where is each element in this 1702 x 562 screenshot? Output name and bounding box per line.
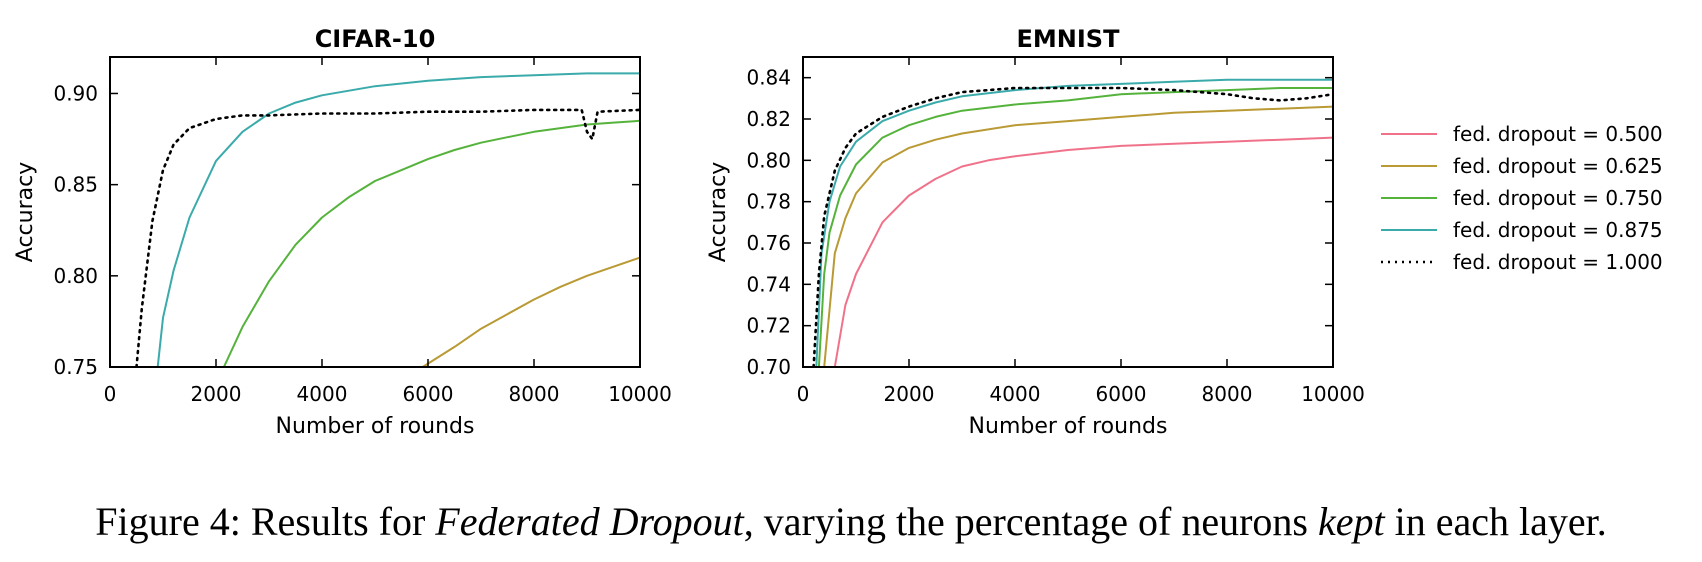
emnist-ytick-label: 0.78 <box>746 190 791 214</box>
cifar10-xtick-label: 4000 <box>297 382 348 406</box>
caption-suffix: in each layer. <box>1384 499 1607 544</box>
emnist-xlabel: Number of rounds <box>969 414 1168 439</box>
caption-prefix: Figure 4: Results for <box>95 499 436 544</box>
cifar10-ytick-label: 0.75 <box>53 355 98 379</box>
cifar10-xtick-label: 6000 <box>403 382 454 406</box>
legend-label: fed. dropout = 0.875 <box>1453 218 1663 242</box>
cifar10-xtick-label: 0 <box>104 382 117 406</box>
cifar10-ytick-label: 0.90 <box>53 81 98 105</box>
emnist-series-0500 <box>833 136 1333 367</box>
cifar10-xtick-label: 8000 <box>509 382 560 406</box>
legend-label: fed. dropout = 0.500 <box>1453 122 1663 146</box>
emnist-xtick-label: 0 <box>797 382 810 406</box>
emnist-xtick-label: 2000 <box>884 382 935 406</box>
emnist-series-1000 <box>812 86 1333 367</box>
emnist-ytick-label: 0.84 <box>746 66 791 90</box>
emnist-chart: 0 2000 4000 6000 8000 10000 0.70 0.72 0.74 0.76 0.… <box>706 25 1365 439</box>
emnist-xtick-label: 4000 <box>990 382 1041 406</box>
cifar10-series-0750 <box>222 119 640 367</box>
cifar10-ylabel: Accuracy <box>13 162 38 262</box>
emnist-ytick-label: 0.70 <box>746 355 791 379</box>
emnist-xtick-label: 6000 <box>1096 382 1147 406</box>
emnist-series-0750 <box>817 87 1333 367</box>
emnist-xtick-label: 10000 <box>1301 382 1365 406</box>
emnist-ytick-label: 0.76 <box>746 231 791 255</box>
cifar10-series-0625 <box>421 256 640 367</box>
figure-caption: Figure 4: Results for Federated Dropout,… <box>0 498 1702 545</box>
emnist-series-0875 <box>815 78 1333 367</box>
figure-panels: 0 2000 4000 6000 8000 10000 0.75 0.80 0.85 0.90 C… <box>13 25 1663 439</box>
cifar10-xlabel: Number of rounds <box>276 414 475 439</box>
cifar10-ytick-label: 0.80 <box>53 264 98 288</box>
emnist-series-0625 <box>823 105 1333 367</box>
cifar10-lines <box>135 72 640 367</box>
emnist-frame <box>802 56 1334 368</box>
emnist-xtick-label: 8000 <box>1202 382 1253 406</box>
emnist-ytick-label: 0.72 <box>746 314 791 338</box>
cifar10-xtick-label: 2000 <box>191 382 242 406</box>
emnist-ytick-label: 0.82 <box>746 107 791 131</box>
legend-label: fed. dropout = 1.000 <box>1453 250 1663 274</box>
emnist-ytick-label: 0.74 <box>746 272 791 296</box>
cifar10-series-0875 <box>156 72 640 367</box>
cifar10-chart: 0 2000 4000 6000 8000 10000 0.75 0.80 0.85 0.90 C… <box>13 25 672 439</box>
caption-middle: , varying the percentage of neurons <box>743 499 1318 544</box>
cifar10-xtick-label: 10000 <box>608 382 672 406</box>
cifar10-ytick-label: 0.85 <box>53 173 98 197</box>
legend-label: fed. dropout = 0.625 <box>1453 154 1663 178</box>
cifar10-ticks: 0 2000 4000 6000 8000 10000 0.75 0.80 0.85 0.90 <box>53 57 672 406</box>
emnist-ticks: 0 2000 4000 6000 8000 10000 0.70 0.72 0.74 0.76 0.… <box>746 57 1365 406</box>
caption-italic-federated-dropout: Federated Dropout <box>435 499 744 544</box>
emnist-title: EMNIST <box>1017 25 1121 53</box>
legend-label: fed. dropout = 0.750 <box>1453 186 1663 210</box>
cifar10-title: CIFAR-10 <box>315 25 436 53</box>
cifar10-frame <box>109 56 641 368</box>
emnist-ytick-label: 0.80 <box>746 148 791 172</box>
emnist-lines <box>812 78 1333 367</box>
emnist-ylabel: Accuracy <box>706 162 731 262</box>
cifar10-series-1000 <box>135 108 640 367</box>
legend: fed. dropout = 0.500 fed. dropout = 0.625… <box>1381 122 1663 274</box>
caption-italic-kept: kept <box>1317 499 1385 544</box>
